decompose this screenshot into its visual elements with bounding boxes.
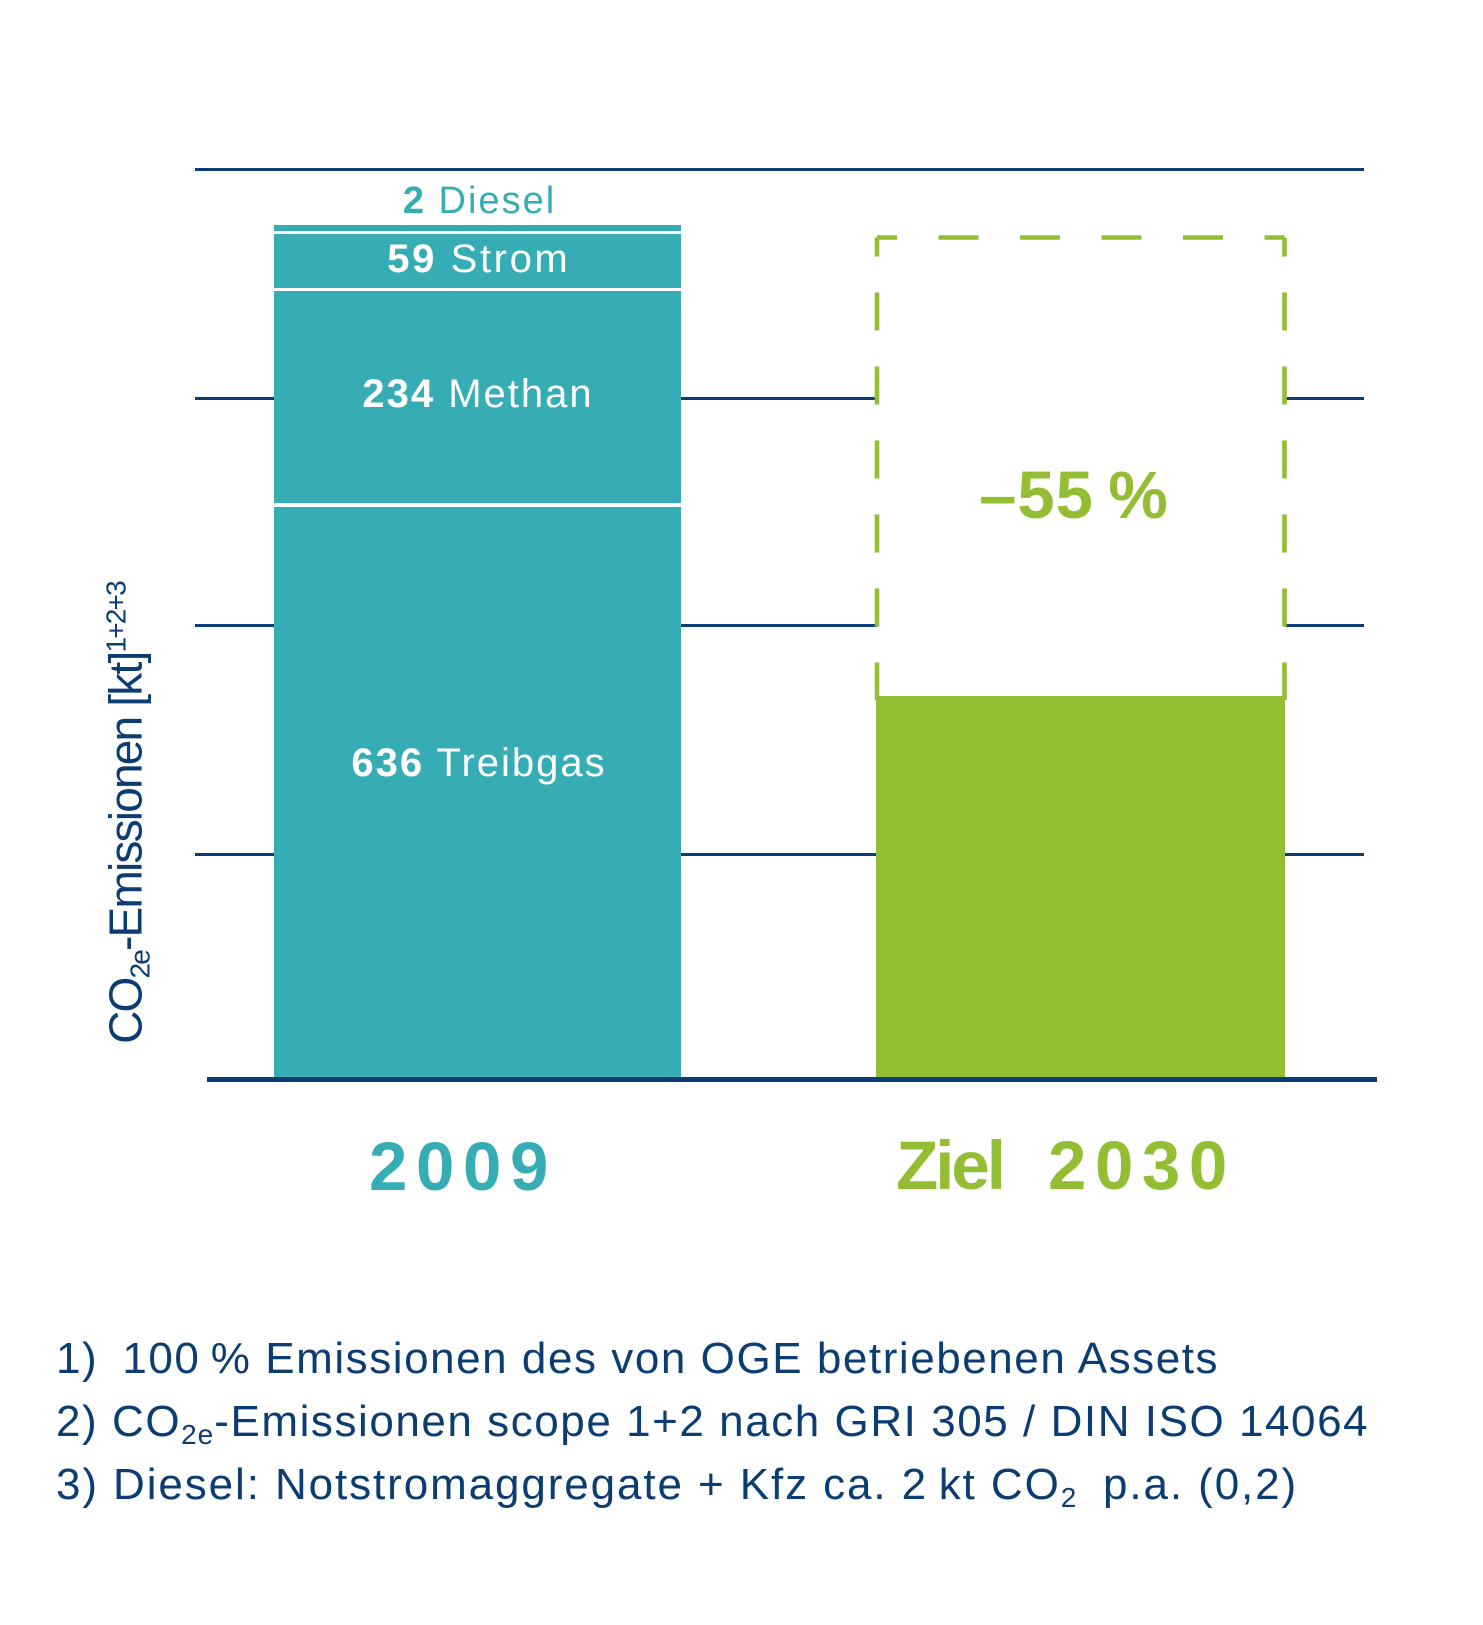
- svg-text:CO2e-Emissionen [kt]1+2+3: CO2e-Emissionen [kt]1+2+3: [99, 581, 155, 1044]
